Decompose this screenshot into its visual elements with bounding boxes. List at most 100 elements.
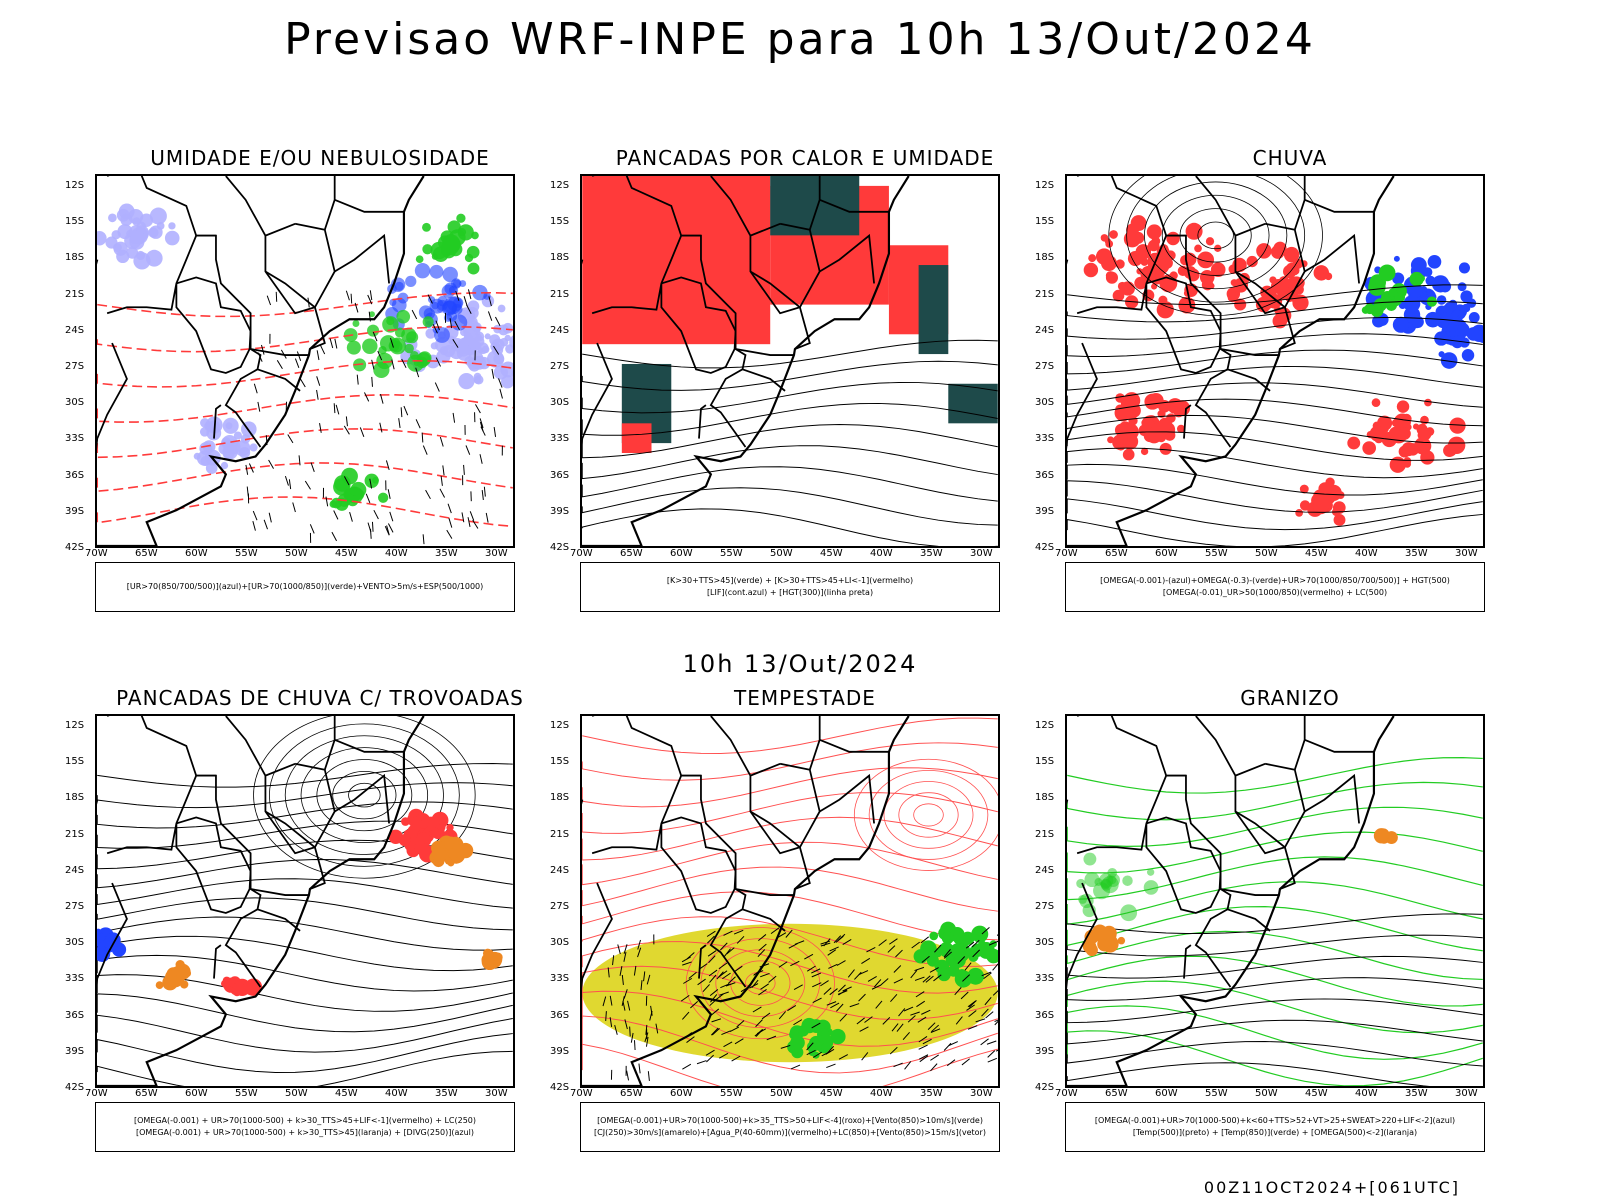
field-spot: [105, 236, 118, 249]
field-spot: [401, 817, 410, 826]
field-spot: [453, 297, 464, 308]
wind-vector: [720, 983, 730, 989]
wind-vector: [422, 534, 425, 545]
wind-vector: [493, 427, 497, 437]
wind-vector: [705, 1049, 715, 1056]
wind-vector: [487, 311, 493, 321]
contour-line: [582, 767, 998, 808]
wind-vector: [918, 1036, 928, 1043]
panel-map: [95, 714, 515, 1088]
country-border: [1234, 222, 1306, 315]
wind-vector: [811, 1022, 821, 1029]
field-spot: [436, 349, 451, 364]
lon-tick-label: 45W: [1305, 1088, 1328, 1099]
lon-tick-label: 40W: [385, 548, 408, 559]
field-spot: [220, 461, 229, 470]
wind-vector: [452, 412, 456, 423]
wind-vector: [245, 464, 249, 475]
field-spot: [1100, 255, 1117, 272]
lat-tick-label: 36S: [65, 470, 85, 481]
wind-vector: [919, 1055, 929, 1063]
wind-vector: [757, 949, 766, 958]
contour-line: [1108, 176, 1323, 316]
field-spot: [472, 284, 488, 301]
field-spot: [414, 262, 431, 279]
panel-legend: [OMEGA(-0.001) + UR>70(1000-500) + k>30_…: [95, 1102, 515, 1152]
wind-vector: [965, 941, 975, 949]
contour-line: [582, 742, 998, 781]
wind-vector: [681, 956, 691, 963]
wind-vector: [726, 947, 735, 955]
lat-tick-label: 36S: [550, 1010, 570, 1021]
wind-vector: [331, 531, 337, 542]
panel-title: PANCADAS POR CALOR E UMIDADE: [615, 146, 995, 170]
field-spot: [484, 333, 491, 340]
lat-tick-label: 21S: [550, 289, 570, 300]
field-spot: [346, 340, 361, 355]
country-border: [264, 762, 336, 855]
lon-tick-label: 60W: [670, 548, 693, 559]
field-spot: [1158, 295, 1168, 305]
wind-vector: [682, 961, 692, 966]
wind-vector: [329, 338, 334, 349]
lon-tick-label: 70W: [85, 1088, 108, 1099]
lat-tick-label: 18S: [1035, 252, 1055, 263]
wind-vector: [333, 403, 336, 414]
contour-line: [97, 1050, 513, 1086]
lat-tick-label: 12S: [1035, 720, 1055, 731]
wind-vector: [447, 503, 452, 514]
wind-vector: [442, 465, 445, 476]
field-spot: [116, 249, 130, 264]
country-border: [1304, 739, 1374, 753]
contour-line: [1067, 980, 1483, 1034]
field-spot: [168, 222, 176, 230]
wind-vector: [288, 479, 292, 490]
wind-vector: [415, 367, 420, 378]
coastline: [582, 716, 910, 1086]
field-area: [621, 423, 652, 454]
lon-tick-label: 50W: [1255, 548, 1278, 559]
contour-line: [284, 735, 444, 855]
wind-vector: [903, 1006, 914, 1012]
lon-tick-label: 40W: [385, 1088, 408, 1099]
field-spot: [1425, 311, 1441, 328]
country-border: [742, 908, 786, 932]
field-spot: [1234, 298, 1247, 311]
wind-vector: [766, 1035, 777, 1041]
wind-vector: [961, 1058, 970, 1066]
wind-vector: [826, 1001, 837, 1006]
contour-line: [1067, 913, 1483, 935]
wind-vector: [637, 947, 642, 958]
country-border: [698, 404, 707, 439]
wind-vector: [828, 963, 838, 969]
wind-vector: [758, 989, 767, 996]
wind-vector: [723, 1041, 733, 1048]
lat-tick-label: 18S: [550, 792, 570, 803]
wind-vector: [354, 302, 359, 313]
wind-vector: [411, 309, 418, 320]
wind-vector: [778, 1011, 787, 1020]
lat-tick-label: 18S: [1035, 792, 1055, 803]
wind-vector: [946, 1059, 956, 1067]
wind-vector: [448, 518, 453, 528]
contour-line: [1067, 806, 1483, 847]
lon-tick-label: 70W: [570, 548, 593, 559]
wind-vector: [778, 961, 788, 968]
field-spot: [441, 284, 456, 298]
lat-tick-label: 30S: [550, 937, 570, 948]
contour-line: [1144, 181, 1288, 290]
wind-vector: [898, 1008, 906, 1017]
wind-vector: [467, 289, 472, 300]
wind-vector: [493, 345, 500, 355]
lon-tick-label: 45W: [1305, 548, 1328, 559]
wind-vector: [854, 971, 862, 980]
lat-tick-label: 21S: [65, 289, 85, 300]
wind-vector: [858, 970, 869, 976]
wind-vector: [455, 291, 460, 301]
wind-vector: [736, 935, 745, 944]
country-border: [1234, 762, 1306, 855]
field-spot: [97, 932, 105, 945]
coastline: [1067, 716, 1395, 1086]
contour-line: [1067, 1030, 1483, 1086]
country-border: [97, 342, 128, 450]
